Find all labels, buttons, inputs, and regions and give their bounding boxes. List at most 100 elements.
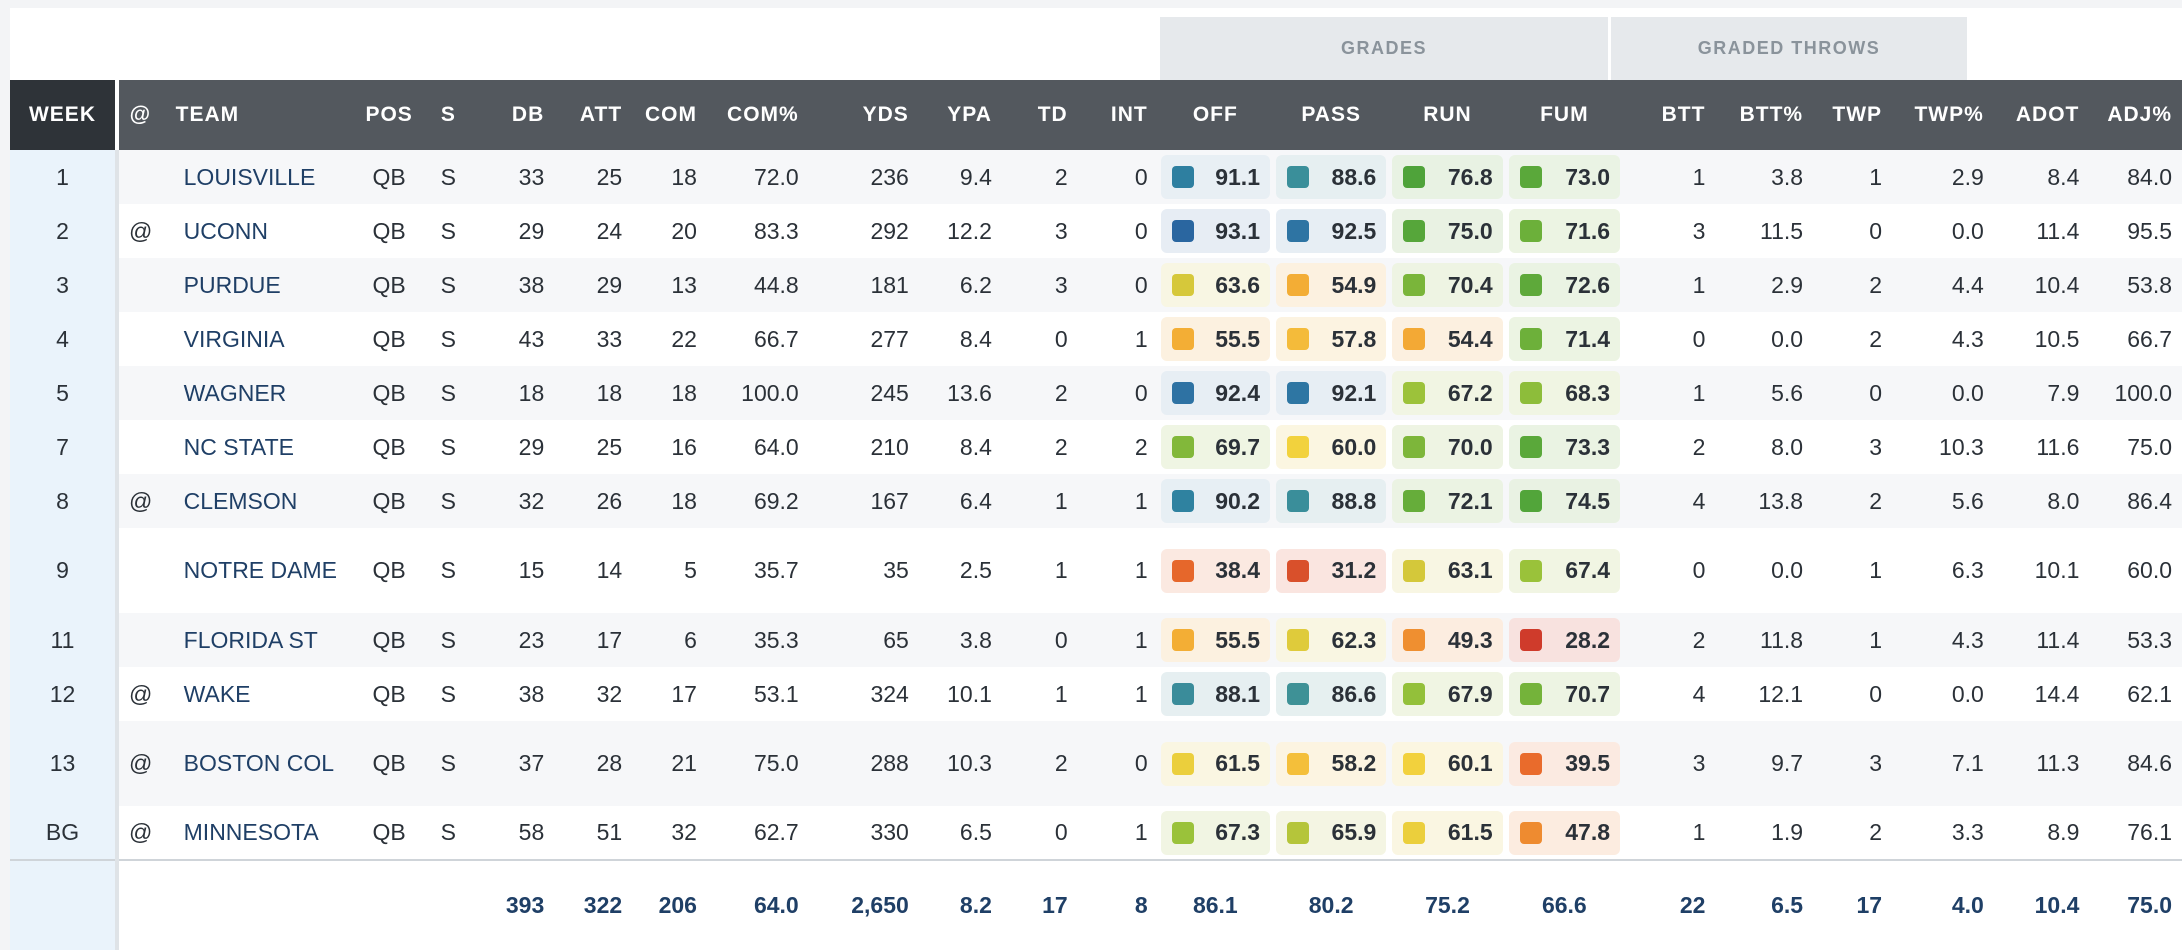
fum-grade-badge: 71.4 [1508,317,1621,361]
td-cell: 2 [1001,721,1078,806]
col-s[interactable]: S [423,80,474,150]
team-link[interactable]: WAGNER [161,366,355,420]
team-link[interactable]: VIRGINIA [161,312,355,366]
twp-cell: 2 [1813,474,1893,528]
twp-pct-cell: 0.0 [1892,204,1994,258]
col-twp-pct[interactable]: TWP% [1892,80,1994,150]
game-row[interactable]: BG @ MINNESOTA QB S 58 51 32 62.7 330 6.5 0 1 67.3 65.… [10,806,2182,860]
col-adj-pct[interactable]: ADJ% [2089,80,2182,150]
col-btt-pct[interactable]: BTT% [1715,80,1814,150]
adot-cell: 10.5 [1993,312,2090,366]
game-row[interactable]: 4 VIRGINIA QB S 43 33 22 66.7 277 8.4 0 1 55.5 57.8 54… [10,312,2182,366]
run-grade-cell: 76.8 [1389,150,1506,204]
off-grade-badge: 61.5 [1160,741,1270,786]
run-grade-value: 54.4 [1447,325,1493,352]
off-grade-value: 67.3 [1215,819,1260,845]
grade-color-swatch [1519,166,1542,188]
td-cell: 1 [1001,474,1078,528]
off-grade-cell: 93.1 [1157,204,1273,258]
column-header-row: WEEK @ TEAM POS S DB ATT COM COM% YDS YP… [10,80,2182,150]
fum-grade-value: 72.6 [1565,271,1611,298]
grade-color-swatch [1519,436,1542,458]
game-row[interactable]: 12 @ WAKE QB S 38 32 17 53.1 324 10.1 1 1 88.1 86.6 67.… [10,667,2182,721]
col-team[interactable]: TEAM [161,80,355,150]
pass-grade-badge: 86.6 [1275,672,1387,716]
game-row[interactable]: 3 PURDUE QB S 38 29 13 44.8 181 6.2 3 0 63.6 54.9 70.4… [10,258,2182,312]
grade-color-swatch [1171,220,1194,242]
btt-cell: 3 [1623,204,1716,258]
run-grade-cell: 72.1 [1389,474,1506,528]
total-adj-pct: 75.0 [2089,859,2182,950]
run-grade-cell: 70.4 [1389,258,1506,312]
att-cell: 29 [554,258,633,312]
s-cell: S [423,721,474,806]
game-row[interactable]: 1 LOUISVILLE QB S 33 25 18 72.0 236 9.4 2 0 91.1 88.6… [10,150,2182,204]
totals-row: 393 322 206 64.0 2,650 8.2 17 8 86.1 80.… [10,859,2182,950]
team-link[interactable]: CLEMSON [161,474,355,528]
col-db[interactable]: DB [473,80,555,150]
week-cell: 12 [10,667,119,721]
ypa-cell: 6.5 [918,806,1002,860]
team-link[interactable]: BOSTON COL [161,721,355,806]
game-log-panel: GRADES GRADED THROWS WEEK @ TEAM POS S D… [10,8,2182,950]
att-cell: 24 [554,204,633,258]
com-pct-cell: 62.7 [706,806,809,860]
fum-grade-value: 39.5 [1565,750,1611,776]
game-row[interactable]: 11 FLORIDA ST QB S 23 17 6 35.3 65 3.8 0 1 55.5 62.3 4… [10,613,2182,667]
twp-cell: 1 [1813,528,1893,613]
game-row[interactable]: 9 NOTRE DAME QB S 15 14 5 35.7 35 2.5 1 1 38.4 31.2 63… [10,528,2182,613]
col-fum[interactable]: FUM [1505,80,1624,150]
com-cell: 18 [632,366,707,420]
game-row[interactable]: 5 WAGNER QB S 18 18 18 100.0 245 13.6 2 0 92.4 92.1 67… [10,366,2182,420]
col-att[interactable]: ATT [554,80,633,150]
grade-color-swatch [1171,382,1194,404]
team-link[interactable]: PURDUE [161,258,355,312]
team-link[interactable]: MINNESOTA [161,806,355,860]
col-int[interactable]: INT [1077,80,1158,150]
col-at[interactable]: @ [116,80,162,150]
yds-cell: 236 [808,150,919,204]
col-run[interactable]: RUN [1389,80,1506,150]
off-grade-cell: 61.5 [1157,721,1273,806]
col-com[interactable]: COM [632,80,707,150]
col-ypa[interactable]: YPA [918,80,1002,150]
graded-throws-group-label: GRADED THROWS [1611,17,1967,80]
run-grade-badge: 60.1 [1392,741,1503,786]
team-link[interactable]: FLORIDA ST [161,613,355,667]
col-pass[interactable]: PASS [1272,80,1390,150]
game-row[interactable]: 7 NC STATE QB S 29 25 16 64.0 210 8.4 2 2 69.7 60.0 70… [10,420,2182,474]
team-link[interactable]: NOTRE DAME [161,528,355,613]
adot-cell: 11.6 [1993,420,2090,474]
fum-grade-badge: 74.5 [1508,479,1621,523]
team-link[interactable]: WAKE [161,667,355,721]
off-grade-badge: 38.4 [1160,548,1270,593]
com-pct-cell: 69.2 [706,474,809,528]
pos-cell: QB [354,312,424,366]
col-twp[interactable]: TWP [1813,80,1893,150]
col-td[interactable]: TD [1001,80,1078,150]
game-row[interactable]: 2 @ UCONN QB S 29 24 20 83.3 292 12.2 3 0 93.1 92.5 75.… [10,204,2182,258]
twp-cell: 2 [1813,258,1893,312]
adot-cell: 11.4 [1993,204,2090,258]
col-pos[interactable]: POS [354,80,424,150]
col-week[interactable]: WEEK [10,80,119,150]
col-off[interactable]: OFF [1157,80,1273,150]
fum-grade-cell: 71.4 [1505,312,1624,366]
fum-grade-cell: 74.5 [1505,474,1624,528]
twp-pct-cell: 7.1 [1892,721,1994,806]
team-link[interactable]: UCONN [161,204,355,258]
col-com-pct[interactable]: COM% [706,80,809,150]
btt-cell: 1 [1623,806,1716,860]
int-cell: 1 [1077,528,1158,613]
game-row[interactable]: 8 @ CLEMSON QB S 32 26 18 69.2 167 6.4 1 1 90.2 88.8 72… [10,474,2182,528]
col-btt[interactable]: BTT [1623,80,1716,150]
col-yds[interactable]: YDS [808,80,919,150]
team-link[interactable]: LOUISVILLE [161,150,355,204]
fum-grade-badge: 72.6 [1508,263,1621,307]
off-grade-value: 90.2 [1215,487,1260,514]
run-grade-value: 67.9 [1447,680,1493,707]
pass-grade-badge: 58.2 [1275,741,1387,786]
team-link[interactable]: NC STATE [161,420,355,474]
game-row[interactable]: 13 @ BOSTON COL QB S 37 28 21 75.0 288 10.3 2 0 61.5 5… [10,721,2182,806]
col-adot[interactable]: ADOT [1993,80,2090,150]
